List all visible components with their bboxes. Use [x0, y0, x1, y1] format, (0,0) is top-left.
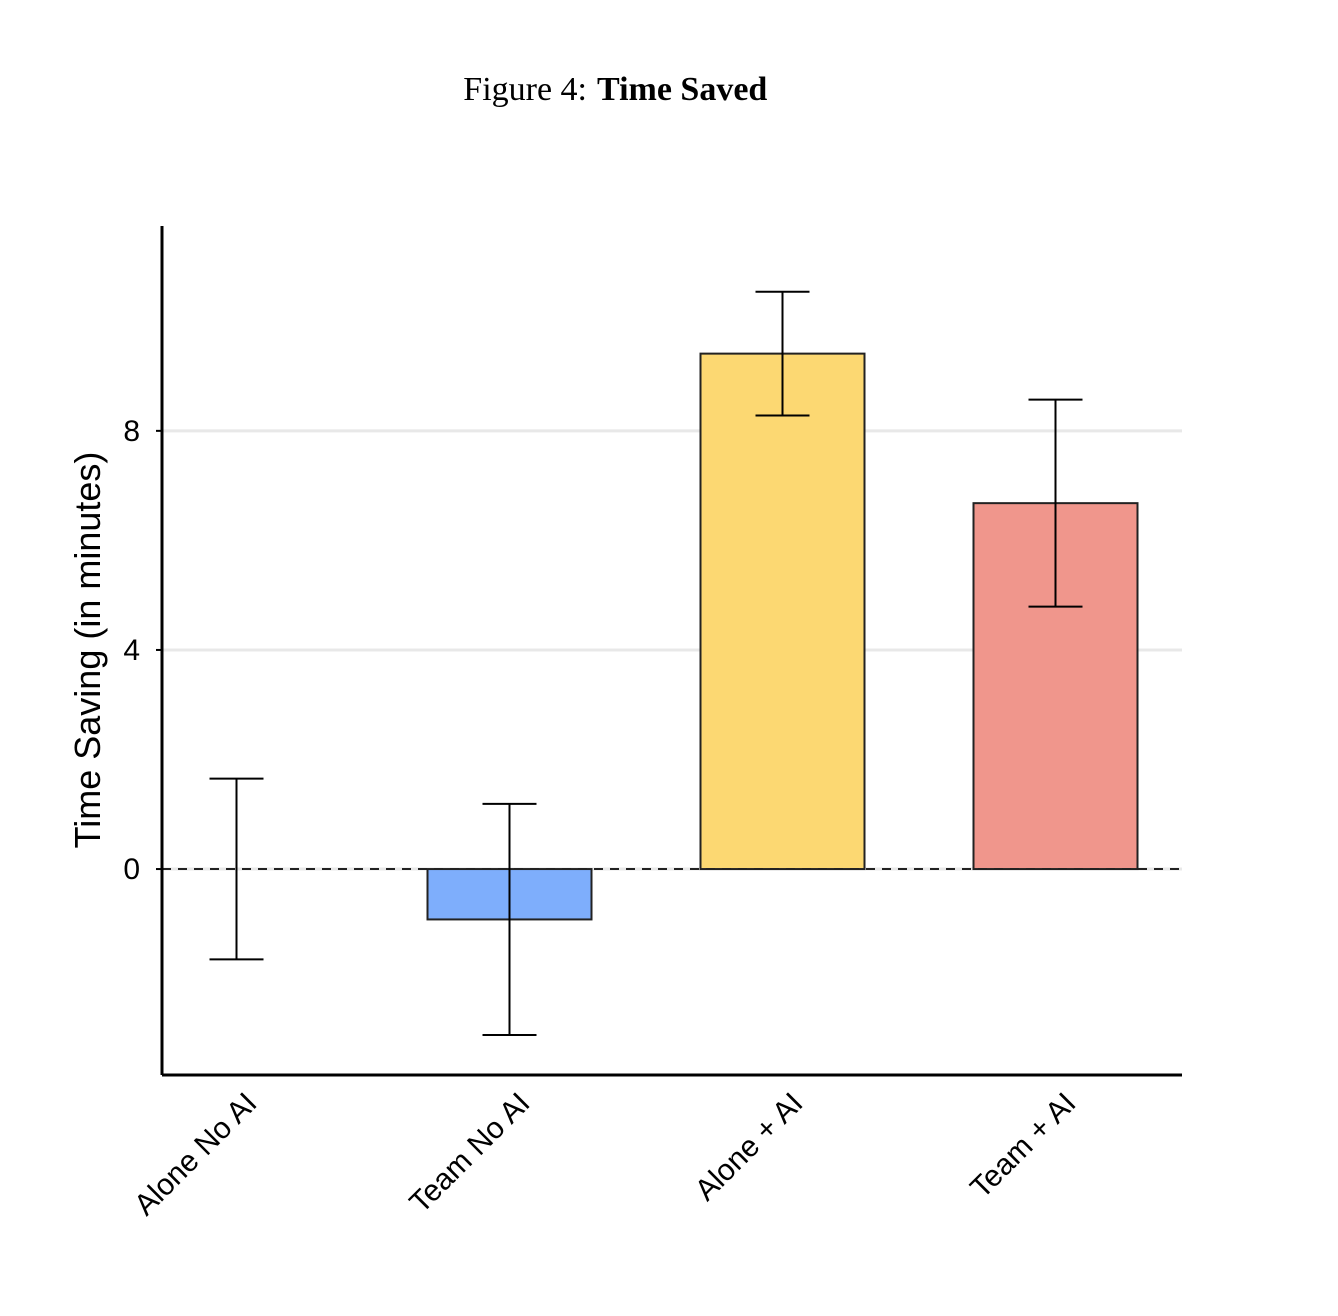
x-tick-label: Alone + AI — [689, 1087, 810, 1208]
y-tick-label: 0 — [123, 853, 140, 886]
error-bar — [482, 802, 537, 1037]
y-axis-label: Time Saving (in minutes) — [67, 452, 108, 849]
x-tick-label: Team No AI — [403, 1087, 536, 1220]
error-bar — [209, 777, 264, 961]
x-tick-label: Alone No AI — [128, 1087, 263, 1222]
figure-label: Figure 4: — [463, 71, 587, 108]
chart-title: Time Saved — [597, 71, 767, 108]
error-bar — [1028, 398, 1083, 608]
y-tick-label: 8 — [123, 415, 140, 448]
error-bar — [755, 290, 810, 417]
bar — [699, 352, 866, 871]
y-tick-label: 4 — [123, 634, 140, 667]
x-tick-label: Team + AI — [964, 1087, 1082, 1205]
